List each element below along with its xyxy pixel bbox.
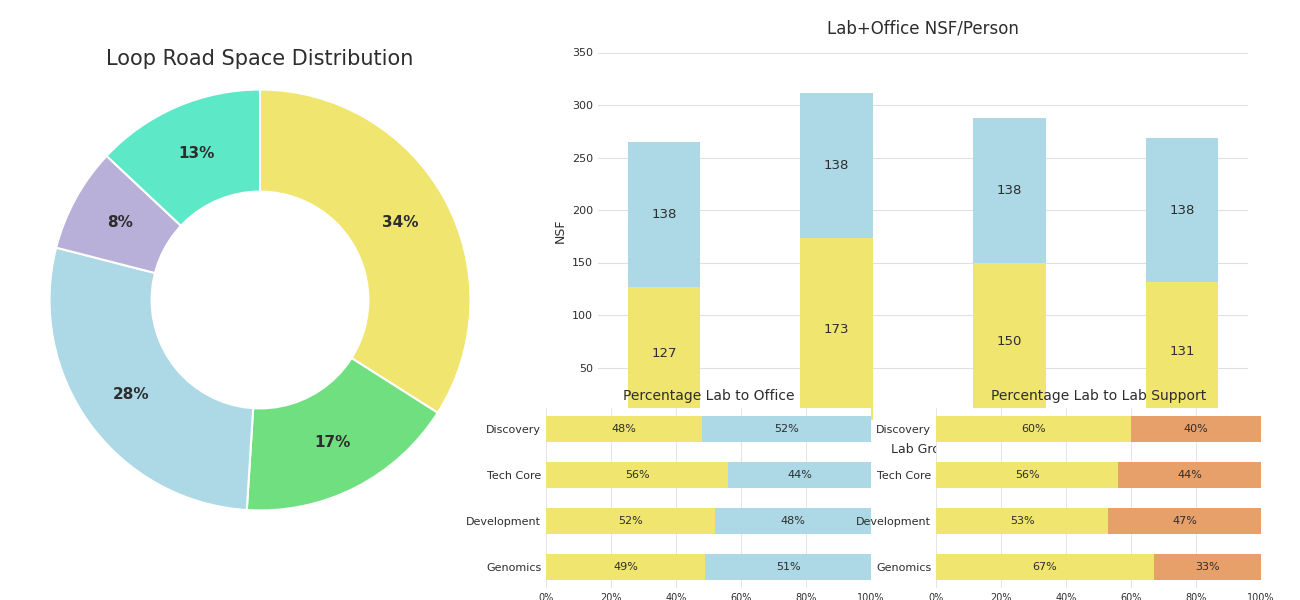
Bar <box>728 462 871 488</box>
Text: 8%: 8% <box>107 215 133 230</box>
Bar <box>1145 137 1218 283</box>
Text: 33%: 33% <box>1195 562 1219 572</box>
Text: 44%: 44% <box>786 470 812 480</box>
Bar <box>702 416 871 442</box>
Wedge shape <box>107 89 260 300</box>
Y-axis label: NSF: NSF <box>554 219 567 243</box>
X-axis label: Lab Group: Lab Group <box>891 443 956 457</box>
Text: 56%: 56% <box>1015 470 1039 480</box>
Bar <box>936 462 1118 488</box>
Text: 34%: 34% <box>382 215 419 230</box>
Text: 56%: 56% <box>625 470 649 480</box>
Bar <box>705 554 871 580</box>
Bar <box>936 554 1154 580</box>
Text: 173: 173 <box>824 323 849 335</box>
Bar <box>974 263 1045 420</box>
Bar <box>546 462 728 488</box>
Bar <box>974 118 1045 263</box>
Bar <box>1131 416 1261 442</box>
Text: 48%: 48% <box>780 516 806 526</box>
Bar <box>546 554 705 580</box>
Text: 150: 150 <box>997 335 1022 348</box>
Text: 48%: 48% <box>611 424 637 434</box>
Bar <box>1154 554 1261 580</box>
Wedge shape <box>247 300 438 511</box>
Wedge shape <box>56 156 260 300</box>
Bar <box>801 238 872 420</box>
Text: 138: 138 <box>824 160 849 172</box>
Text: 28%: 28% <box>112 386 150 401</box>
Bar <box>1118 462 1261 488</box>
Bar <box>546 416 702 442</box>
Bar <box>936 508 1108 534</box>
Text: 67%: 67% <box>1032 562 1057 572</box>
Wedge shape <box>49 248 260 510</box>
Text: 138: 138 <box>997 184 1022 197</box>
Title: Loop Road Space Distribution: Loop Road Space Distribution <box>107 49 413 69</box>
Text: 17%: 17% <box>315 435 351 450</box>
Text: 131: 131 <box>1170 345 1195 358</box>
Wedge shape <box>260 89 471 413</box>
Text: 52%: 52% <box>618 516 644 526</box>
Bar <box>801 94 872 238</box>
Title: Lab+Office NSF/Person: Lab+Office NSF/Person <box>827 20 1019 38</box>
Bar <box>936 416 1131 442</box>
Text: 49%: 49% <box>614 562 638 572</box>
Bar <box>715 508 871 534</box>
Title: Percentage Lab to Lab Support: Percentage Lab to Lab Support <box>991 389 1206 403</box>
Text: 60%: 60% <box>1022 424 1045 434</box>
Bar <box>628 287 701 420</box>
Text: 40%: 40% <box>1183 424 1209 434</box>
Text: 51%: 51% <box>776 562 801 572</box>
Bar <box>1108 508 1261 534</box>
Bar <box>546 508 715 534</box>
Legend: Lab, Specialty Lab, Office & Office
Support, Conference, Amenity: Lab, Specialty Lab, Office & Office Supp… <box>627 234 749 366</box>
Text: 53%: 53% <box>1010 516 1035 526</box>
Text: 52%: 52% <box>774 424 800 434</box>
Bar <box>1145 283 1218 420</box>
Circle shape <box>151 191 369 409</box>
Title: Percentage Lab to Office: Percentage Lab to Office <box>623 389 794 403</box>
Bar <box>628 142 701 287</box>
Text: 138: 138 <box>651 208 676 221</box>
Text: 138: 138 <box>1170 203 1195 217</box>
Text: 44%: 44% <box>1176 470 1202 480</box>
Text: 13%: 13% <box>178 146 215 161</box>
Text: 47%: 47% <box>1173 516 1197 526</box>
Text: 127: 127 <box>651 347 676 360</box>
